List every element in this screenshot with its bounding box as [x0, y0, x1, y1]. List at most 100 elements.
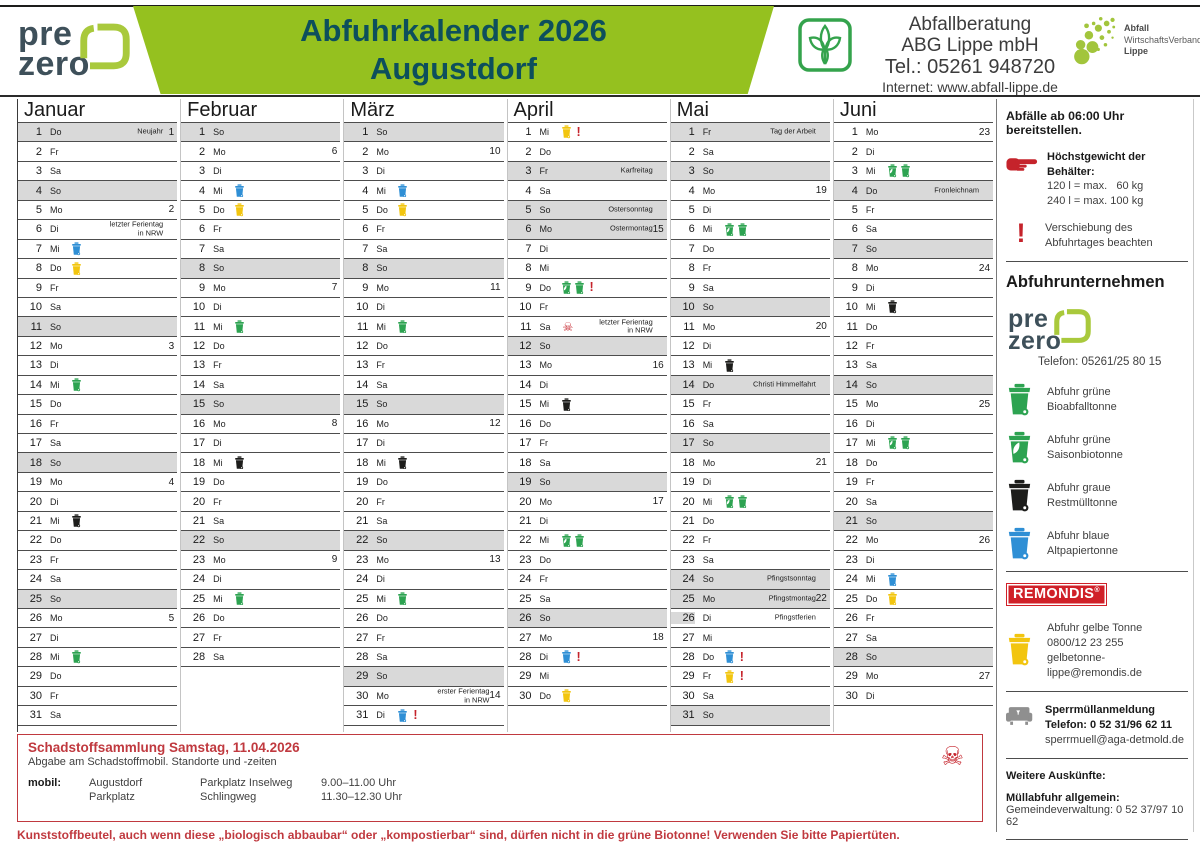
weekday-label: Di [50, 496, 59, 507]
day-juni-26: 26 Fr [833, 609, 994, 629]
day-number: 14 [192, 378, 206, 391]
weekday-label: Mi [702, 224, 713, 235]
bin-saison-icon [561, 534, 571, 547]
day-number: 7 [199, 242, 206, 255]
weekday-label: Do [213, 613, 225, 624]
weekday-label: Mi [50, 652, 60, 663]
weekday-label: Mo [376, 690, 389, 701]
weekday-label: So [702, 574, 714, 585]
hazard-cell: Schlingweg [200, 791, 257, 803]
weekday-label: Mi [376, 185, 386, 196]
legend-label: Abfuhr blaue Altpapiertonne [1047, 529, 1118, 557]
day-number: 1 [851, 126, 858, 139]
day-april-15: 15 Mi [507, 395, 667, 415]
weekday-label: Sa [50, 166, 62, 177]
remondis-logo: REMONDIS® [1006, 583, 1107, 607]
hazard-subtitle: Abgabe am Schadstoffmobil. Standorte und… [28, 756, 277, 768]
hazard-mobile-label: mobil: [28, 777, 61, 789]
day-märz-25: 25 Mi [344, 590, 504, 609]
legend-item: Abfuhr grüne Saisonbiotonne [1006, 431, 1188, 464]
day-februar-1: 1 So [181, 123, 341, 143]
month-name: Juni [839, 99, 877, 121]
day-number: 6 [35, 223, 42, 236]
weekday-label: Di [702, 477, 712, 488]
weekday-label: So [702, 302, 714, 313]
day-april-4: 4 Sa [507, 181, 667, 201]
day-note: erster Ferientag in NRW [437, 686, 490, 704]
week-number: 2 [168, 204, 175, 216]
day-april-18: 18 Sa [507, 453, 667, 473]
month-januar: Januar 1 Do Neujahr 1 2 Fr 3 Sa 4 So 5 Mo 2 6 Di letzter… [18, 99, 182, 732]
week-number: 19 [815, 185, 827, 197]
day-märz-4: 4 Mi [344, 181, 504, 201]
weekday-label: Mo [702, 593, 716, 604]
day-april-17: 17 Fr [507, 434, 667, 454]
day-note: Karfreitag [620, 165, 653, 175]
header-rule [0, 95, 1200, 97]
day-juni-27: 27 Sa [833, 628, 994, 648]
weekday-label: Do [702, 652, 715, 663]
day-number: 9 [525, 281, 532, 294]
week-number: 25 [978, 398, 991, 410]
day-juni-17: 17 Mi [833, 434, 994, 454]
day-januar-30: 30 Fr [18, 687, 178, 707]
day-januar-31: 31 Sa [18, 706, 178, 726]
legend-label: Abfuhr grüne Bioabfalltonne [1047, 385, 1117, 413]
yellow-bin-phone: 0800/12 23 255 [1047, 636, 1124, 649]
day-number: 26 [845, 612, 858, 625]
day-number: 26 [670, 612, 695, 625]
bin-black-icon [72, 514, 81, 528]
legend-label: Abfuhr grüne Saisonbiotonne [1047, 433, 1123, 461]
day-number: 6 [362, 223, 369, 236]
exclamation-icon: ! [576, 124, 581, 139]
day-april-27: 27 Mo 18 [507, 628, 667, 648]
day-note: Christi Himmelfahrt [753, 379, 816, 389]
day-januar-27: 27 Di [18, 628, 178, 648]
day-number: 8 [688, 262, 695, 275]
weekday-label: Sa [702, 418, 714, 429]
contact-url[interactable]: Internet: www.abfall-lippe.de [882, 79, 1058, 95]
bin-saison-icon [724, 223, 734, 236]
day-number: 2 [688, 145, 695, 158]
day-februar-14: 14 Sa [181, 376, 341, 396]
weekday-label: Do [376, 613, 388, 624]
day-april-26: 26 So [507, 608, 667, 629]
week-number: 5 [168, 612, 175, 624]
weekday-label: Sa [376, 379, 388, 390]
hazard-cell: Parkplatz Inselweg [200, 777, 293, 789]
day-number: 21 [682, 514, 695, 527]
weekday-label: Di [376, 574, 385, 585]
day-februar-18: 18 Mi [181, 453, 341, 473]
day-märz-30: 30 Mo erster Ferientag in NRW 14 [344, 686, 504, 707]
weekday-label: Mo [376, 282, 389, 293]
bulky-email[interactable]: sperrmuell@aga-detmold.de [1045, 733, 1184, 746]
day-number: 22 [29, 534, 42, 547]
prezero-leaf-icon [1054, 309, 1091, 344]
day-number: 1 [525, 126, 532, 139]
weekday-label: Fr [376, 360, 385, 371]
day-number: 10 [682, 301, 695, 314]
day-juni-7: 7 So [833, 239, 994, 260]
day-number: 9 [688, 281, 695, 294]
contact-phone: Tel.: 05261 948720 [884, 56, 1056, 78]
day-number: 17 [356, 437, 369, 450]
weekday-label: Fr [50, 282, 59, 293]
max-weight-info: Höchstgewicht der Behälter: 120 l = max.… [1006, 150, 1188, 208]
day-number: 5 [525, 203, 532, 216]
weekday-label: Mo [213, 282, 226, 293]
day-number: 12 [29, 340, 42, 353]
day-märz-7: 7 Sa [344, 240, 504, 260]
week-number: 4 [168, 476, 175, 488]
weekday-label: Do [702, 379, 715, 390]
weekday-label: Fr [865, 204, 875, 215]
weekday-label: So [539, 613, 551, 624]
week-number: 14 [489, 690, 501, 702]
weekday-label: Mi [865, 166, 876, 177]
day-februar-17: 17 Di [181, 434, 341, 454]
yellow-bin-email[interactable]: gelbetonne-lippe@remondis.de [1047, 651, 1142, 679]
weekday-label: Mi [376, 593, 386, 604]
day-number: 24 [682, 573, 695, 586]
day-märz-14: 14 Sa [344, 376, 504, 396]
day-number: 15 [682, 398, 695, 411]
weekday-label: Mo [376, 418, 389, 429]
